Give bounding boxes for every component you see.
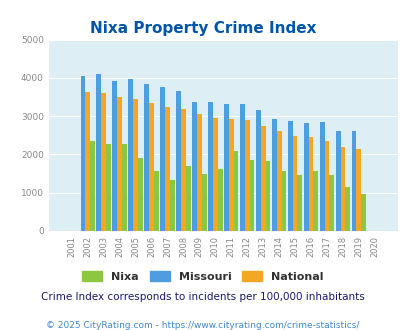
Bar <box>313 171 318 231</box>
Bar <box>249 160 254 231</box>
Bar <box>239 104 244 231</box>
Bar <box>144 84 149 231</box>
Bar <box>96 75 101 231</box>
Bar <box>106 144 111 231</box>
Bar <box>228 119 233 231</box>
Bar <box>287 121 292 231</box>
Bar <box>160 87 165 231</box>
Bar <box>260 126 265 231</box>
Text: Crime Index corresponds to incidents per 100,000 inhabitants: Crime Index corresponds to incidents per… <box>41 292 364 302</box>
Text: © 2025 CityRating.com - https://www.cityrating.com/crime-statistics/: © 2025 CityRating.com - https://www.city… <box>46 321 359 330</box>
Bar <box>303 123 308 231</box>
Bar <box>324 141 328 231</box>
Bar <box>233 151 238 231</box>
Bar <box>244 120 249 231</box>
Bar <box>292 136 297 231</box>
Legend: Nixa, Missouri, National: Nixa, Missouri, National <box>82 271 323 282</box>
Bar <box>265 161 270 231</box>
Bar <box>308 137 313 231</box>
Bar <box>271 119 276 231</box>
Bar <box>319 122 324 231</box>
Text: Nixa Property Crime Index: Nixa Property Crime Index <box>90 21 315 36</box>
Bar <box>351 131 356 231</box>
Bar <box>281 171 286 231</box>
Bar <box>101 93 106 231</box>
Bar <box>201 174 206 231</box>
Bar <box>224 104 228 231</box>
Bar <box>256 111 260 231</box>
Bar <box>80 76 85 231</box>
Bar <box>345 186 349 231</box>
Bar <box>181 109 185 231</box>
Bar <box>328 176 333 231</box>
Bar <box>122 144 126 231</box>
Bar <box>217 169 222 231</box>
Bar <box>212 118 217 231</box>
Bar <box>85 92 90 231</box>
Bar <box>165 107 169 231</box>
Bar <box>169 181 174 231</box>
Bar <box>128 80 133 231</box>
Bar <box>185 166 190 231</box>
Bar <box>192 102 196 231</box>
Bar <box>335 131 340 231</box>
Bar <box>208 102 212 231</box>
Bar <box>138 158 143 231</box>
Bar <box>153 171 158 231</box>
Bar <box>196 114 201 231</box>
Bar <box>176 90 181 231</box>
Bar <box>90 142 95 231</box>
Bar <box>133 99 138 231</box>
Bar <box>340 147 345 231</box>
Bar <box>149 103 153 231</box>
Bar <box>112 81 117 231</box>
Bar <box>356 149 360 231</box>
Bar <box>117 97 122 231</box>
Bar <box>297 176 301 231</box>
Bar <box>360 194 365 231</box>
Bar <box>276 131 281 231</box>
